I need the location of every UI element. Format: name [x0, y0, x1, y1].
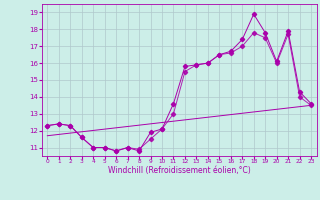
X-axis label: Windchill (Refroidissement éolien,°C): Windchill (Refroidissement éolien,°C): [108, 166, 251, 175]
